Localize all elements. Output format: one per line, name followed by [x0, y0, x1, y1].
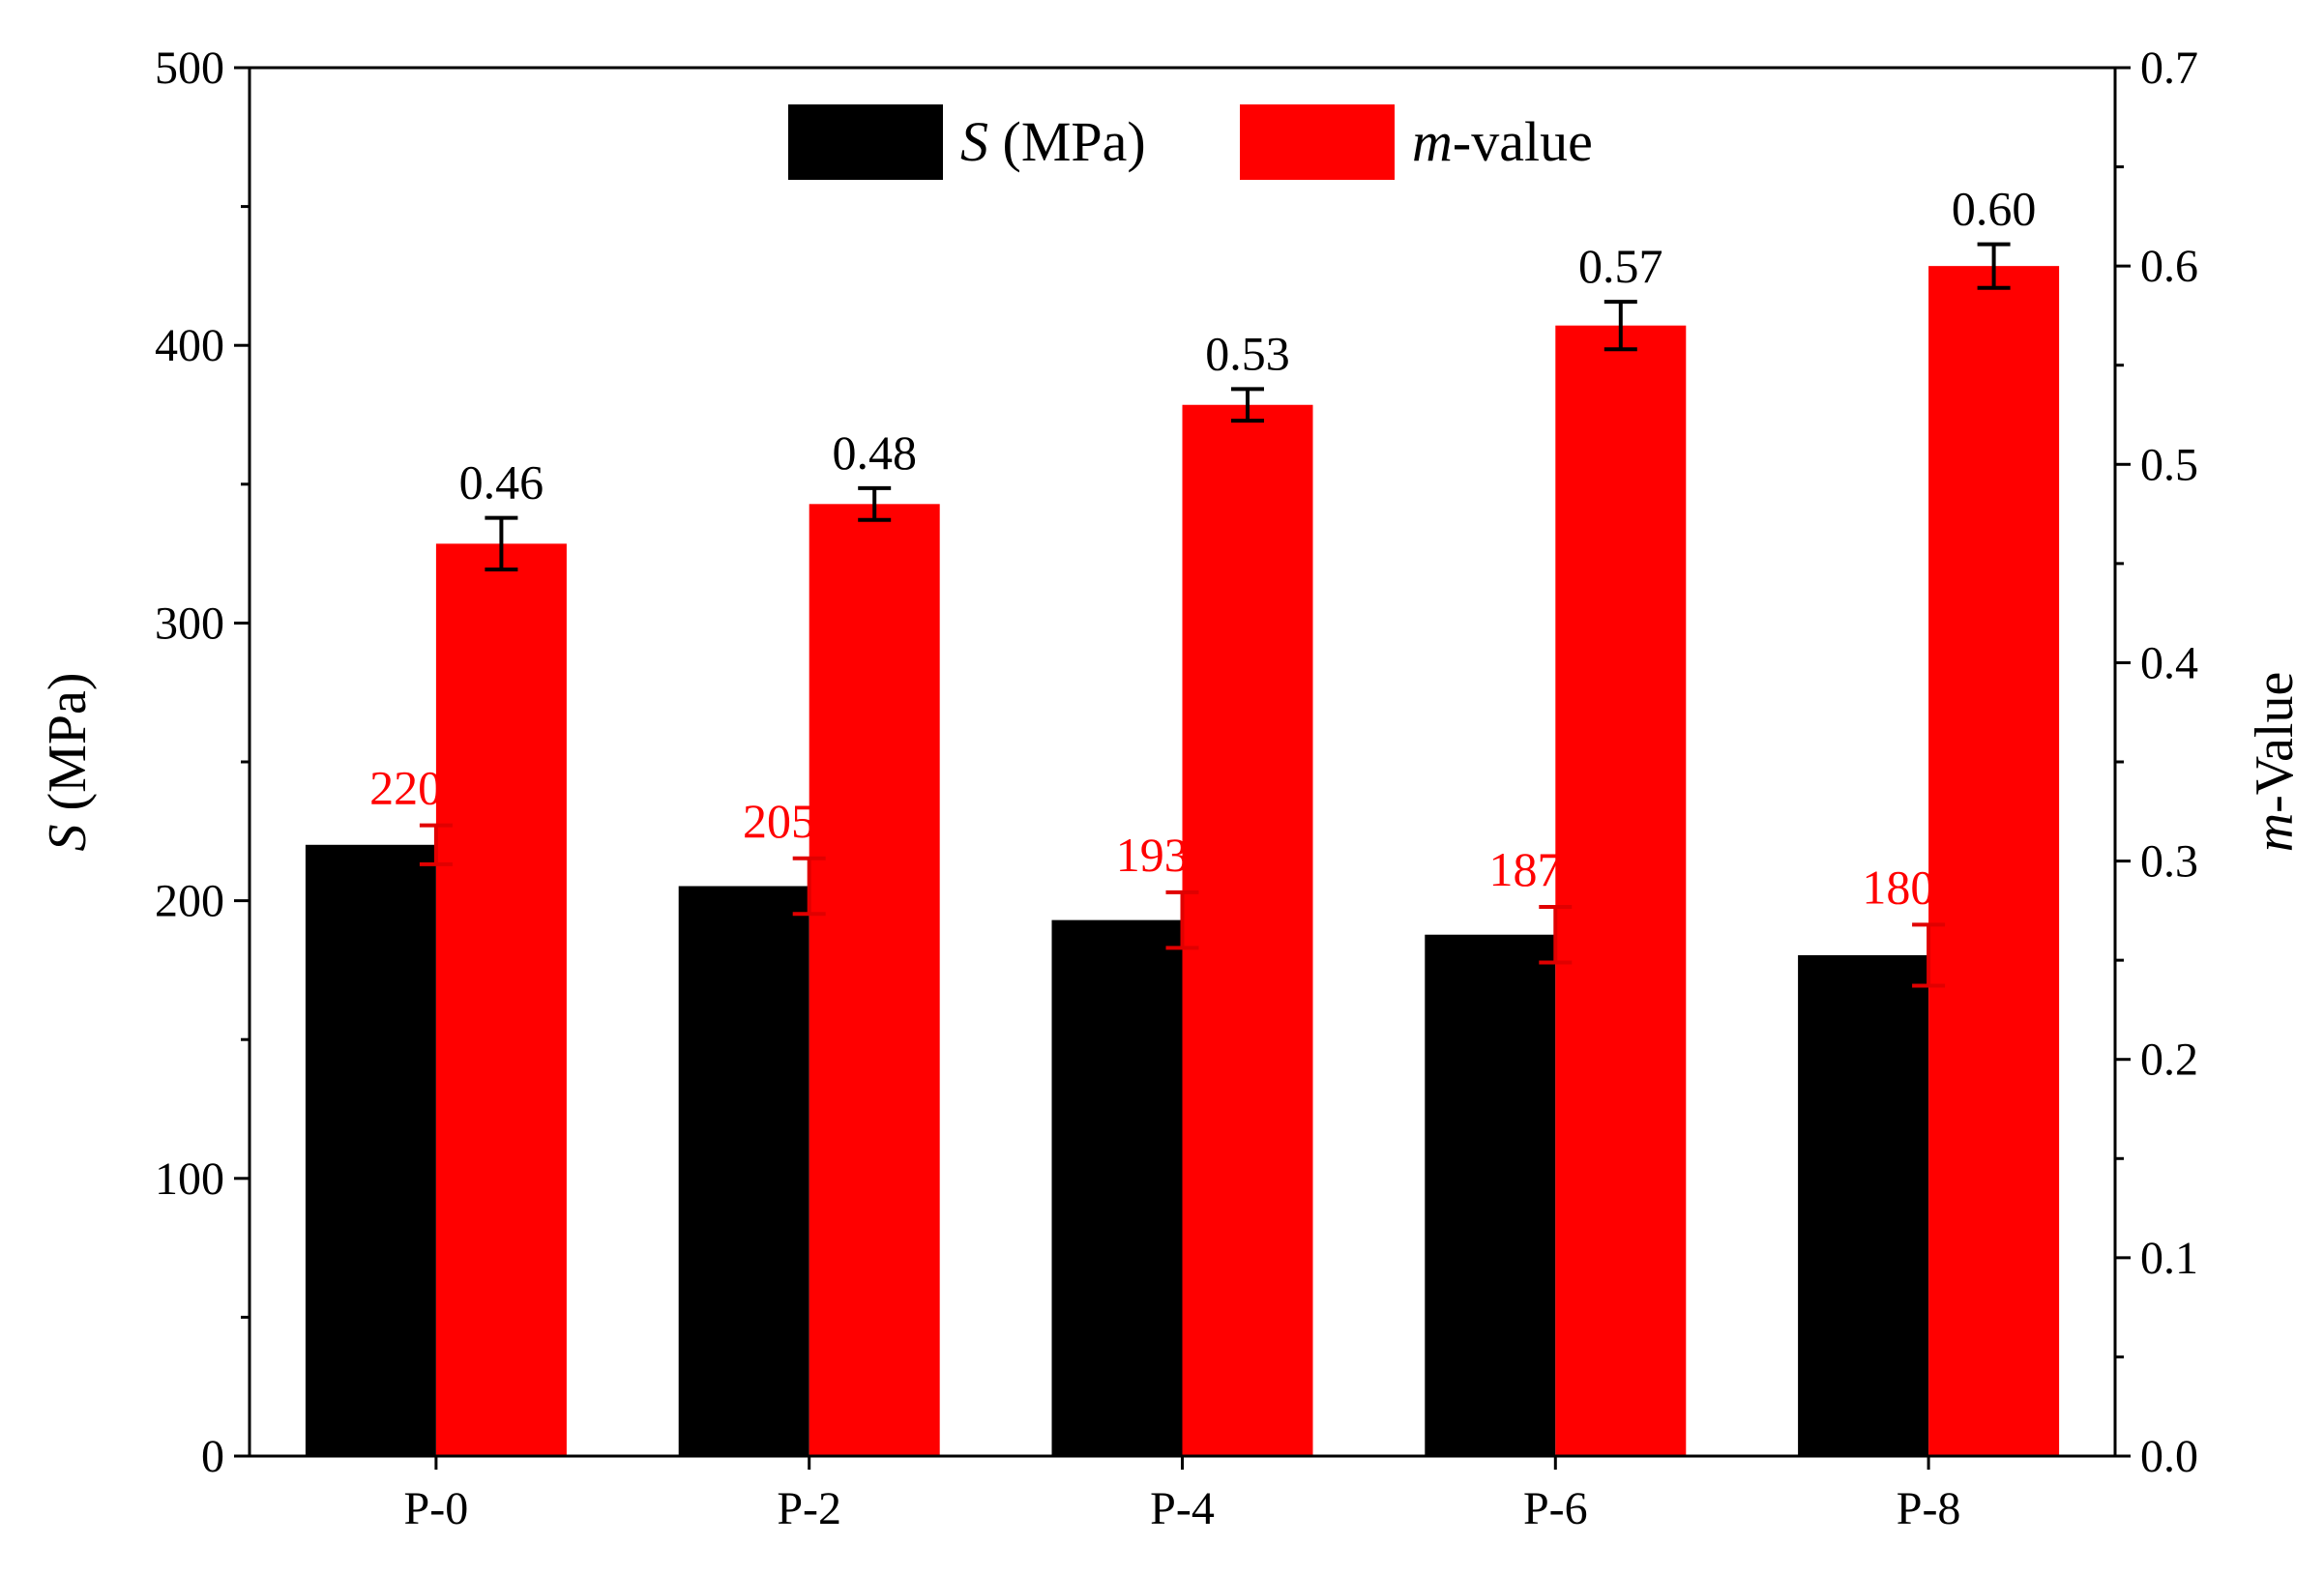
error-bar-s-p-2	[792, 856, 826, 917]
x-tick-label-p-8: P-8	[1897, 1483, 1961, 1534]
legend-swatch-s	[788, 104, 943, 180]
y-right-tick-label-5: 0.5	[2140, 439, 2198, 490]
bar-m-p-0	[435, 543, 567, 1456]
bar-s-p-0	[305, 844, 436, 1456]
bars-layer	[305, 266, 2060, 1457]
y-left-tick-label-5: 500	[155, 43, 224, 94]
data-label-m-p-6: 0.57	[1578, 239, 1663, 293]
bar-m-p-6	[1555, 325, 1687, 1457]
bar-m-p-4	[1182, 404, 1313, 1456]
data-label-m-p-2: 0.48	[832, 425, 917, 480]
axes-layer: P-0 P-2 P-4 P-6 P-8 0 100 200 300 400 500 0.0 0.1 0.2…	[38, 43, 2305, 1534]
legend: S (MPa) m-value	[788, 104, 1593, 180]
legend-label-m: m-value	[1412, 110, 1593, 173]
error-bar-s-p-6	[1539, 905, 1573, 965]
y-left-tick-label-3: 300	[155, 598, 224, 649]
bar-m-p-2	[809, 504, 940, 1456]
y-right-tick-label-1: 0.1	[2140, 1233, 2198, 1284]
error-bar-m-p-0	[485, 515, 518, 572]
data-label-s-p-6: 187.77	[1489, 842, 1623, 896]
y-right-tick-label-4: 0.4	[2140, 637, 2198, 688]
error-bar-m-p-6	[1603, 300, 1637, 352]
error-bar-m-p-4	[1231, 387, 1264, 423]
bar-s-p-6	[1425, 934, 1556, 1456]
y-right-tick-label-3: 0.3	[2140, 836, 2198, 888]
error-bars-layer	[419, 242, 2011, 988]
y-right-tick-label-6: 0.6	[2140, 241, 2198, 292]
data-label-m-p-8: 0.60	[1952, 182, 2037, 236]
data-labels-layer: 220.13 0.46 205.26 0.48 193.03 0.53 187.77 0.57…	[369, 182, 2036, 915]
y-right-tick-label-2: 0.2	[2140, 1035, 2198, 1086]
x-tick-label-p-4: P-4	[1150, 1483, 1215, 1534]
y-left-tick-label-0: 0	[201, 1431, 224, 1482]
error-bar-m-p-2	[858, 485, 892, 522]
legend-swatch-m	[1240, 104, 1395, 180]
error-bar-s-p-0	[419, 823, 453, 866]
error-bar-s-p-4	[1165, 890, 1199, 950]
y-left-tick-label-2: 200	[155, 876, 224, 927]
data-label-m-p-0: 0.46	[459, 455, 544, 510]
y-left-tick-label-1: 100	[155, 1153, 224, 1205]
bar-s-p-2	[678, 886, 809, 1456]
y-right-tick-label-7: 0.7	[2140, 43, 2198, 94]
bar-s-p-4	[1051, 919, 1183, 1456]
x-tick-label-p-0: P-0	[404, 1483, 469, 1534]
y-left-axis-title: S (MPa)	[38, 672, 98, 851]
y-right-axis-title: m-Value	[2245, 672, 2305, 853]
x-tick-label-p-2: P-2	[777, 1483, 841, 1534]
legend-label-s: S (MPa)	[960, 110, 1146, 173]
error-bar-s-p-8	[1912, 922, 1946, 988]
x-tick-label-p-6: P-6	[1523, 1483, 1588, 1534]
bar-s-p-8	[1798, 954, 1929, 1456]
bar-m-p-8	[1928, 266, 2060, 1457]
y-right-tick-label-0: 0.0	[2140, 1431, 2198, 1482]
y-left-tick-label-4: 400	[155, 320, 224, 371]
data-label-s-p-4: 193.03	[1116, 828, 1250, 882]
data-label-s-p-2: 205.26	[743, 794, 876, 848]
error-bar-m-p-8	[1977, 242, 2011, 290]
data-label-s-p-0: 220.13	[369, 761, 503, 815]
data-label-m-p-4: 0.53	[1205, 326, 1290, 380]
data-label-s-p-8: 180.39	[1862, 860, 1995, 914]
